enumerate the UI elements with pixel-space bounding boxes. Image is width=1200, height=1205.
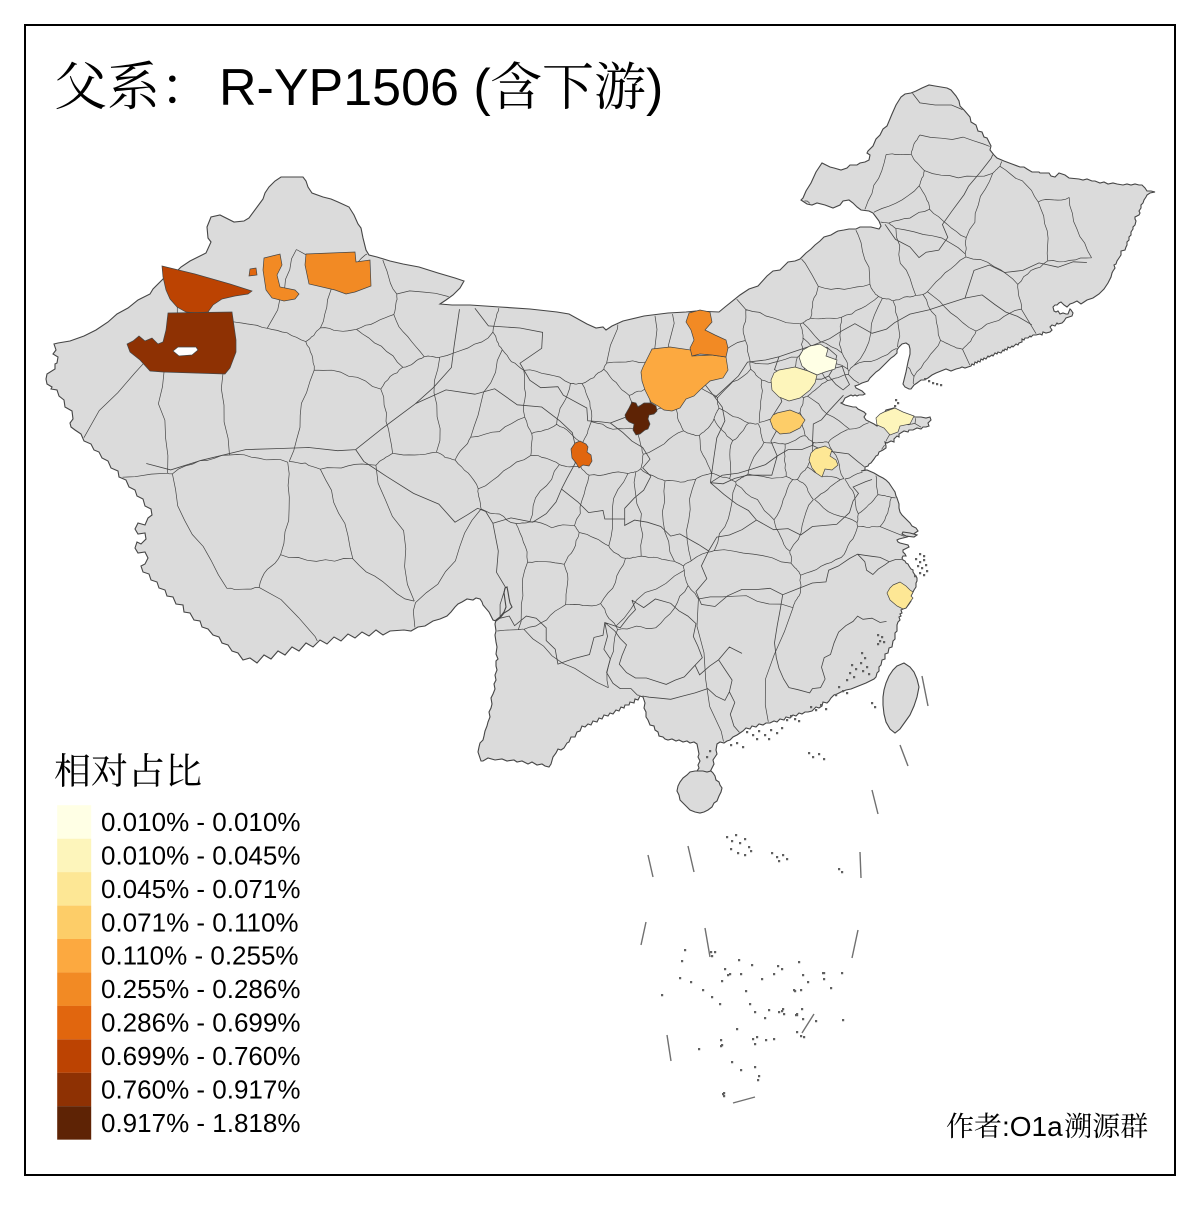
svg-text:R-YP1506 (: R-YP1506 ( — [219, 59, 491, 117]
svg-text:0.286% - 0.699%: 0.286% - 0.699% — [101, 1008, 300, 1038]
svg-text:0.917% - 1.818%: 0.917% - 1.818% — [101, 1108, 300, 1138]
svg-text:0.699% - 0.760%: 0.699% - 0.760% — [101, 1041, 300, 1071]
svg-text:): ) — [646, 59, 663, 117]
svg-text::O1a: :O1a — [1002, 1111, 1063, 1142]
svg-text:0.010% - 0.010%: 0.010% - 0.010% — [101, 807, 300, 837]
svg-text:0.071% - 0.110%: 0.071% - 0.110% — [101, 907, 299, 937]
svg-text:0.255% - 0.286%: 0.255% - 0.286% — [101, 974, 300, 1004]
svg-text:0.110% - 0.255%: 0.110% - 0.255% — [101, 941, 299, 971]
svg-text:0.010% - 0.045%: 0.010% - 0.045% — [101, 840, 300, 870]
svg-text:0.045% - 0.071%: 0.045% - 0.071% — [101, 874, 300, 904]
svg-text:0.760% - 0.917%: 0.760% - 0.917% — [101, 1075, 300, 1105]
